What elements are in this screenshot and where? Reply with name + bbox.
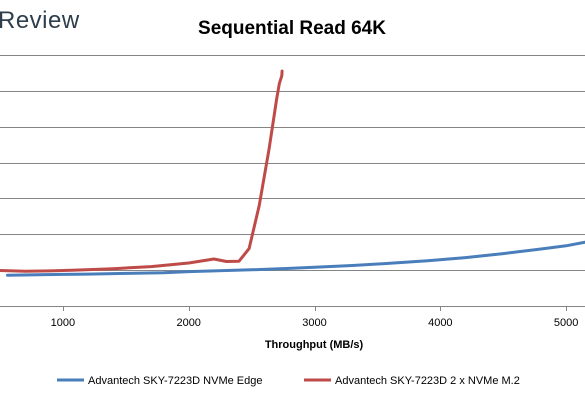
watermark-text: Review [0, 7, 80, 34]
series-lines [0, 69, 585, 277]
legend: Advantech SKY-7223D NVMe Edge Advantech S… [57, 375, 520, 387]
x-tick-label: 1000 [51, 317, 75, 329]
x-axis-label: Throughput (MB/s) [265, 339, 364, 351]
legend-label-1: Advantech SKY-7223D NVMe Edge [88, 375, 262, 387]
chart-title: Sequential Read 64K [198, 18, 386, 39]
x-tick-labels: 1000 2000 3000 4000 5000 [51, 306, 578, 329]
legend-label-2: Advantech SKY-7223D 2 x NVMe M.2 [335, 375, 520, 387]
gridlines [0, 55, 585, 271]
x-tick-label: 4000 [428, 317, 452, 329]
series-line-1 [6, 240, 585, 277]
x-tick-label: 2000 [176, 317, 200, 329]
x-tick-label: 5000 [554, 317, 578, 329]
x-tick-label: 3000 [302, 317, 326, 329]
series-line-2 [0, 69, 284, 273]
